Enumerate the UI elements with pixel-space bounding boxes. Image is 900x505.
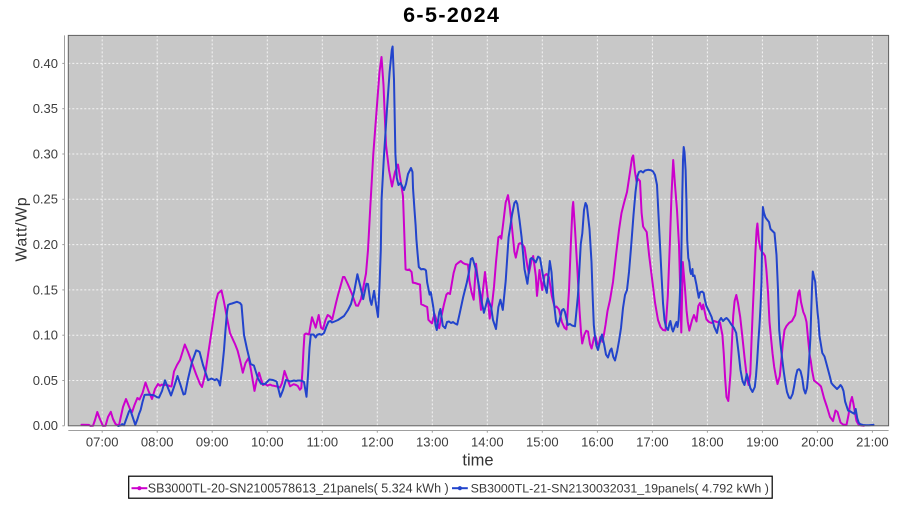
svg-text:18:00: 18:00 [691, 435, 724, 450]
svg-text:13:00: 13:00 [416, 435, 449, 450]
svg-text:0.05: 0.05 [33, 373, 58, 388]
svg-text:09:00: 09:00 [196, 435, 229, 450]
svg-text:20:00: 20:00 [801, 435, 834, 450]
svg-text:0.40: 0.40 [33, 56, 58, 71]
svg-text:11:00: 11:00 [307, 435, 339, 450]
svg-text:10:00: 10:00 [251, 435, 284, 450]
svg-text:14:00: 14:00 [471, 435, 504, 450]
svg-text:0.25: 0.25 [33, 192, 58, 207]
svg-text:0.15: 0.15 [33, 282, 58, 297]
svg-text:Watt/Wp: Watt/Wp [13, 197, 30, 262]
svg-text:0.10: 0.10 [33, 328, 58, 343]
svg-text:SB3000TL-20-SN2100578613_21pan: SB3000TL-20-SN2100578613_21panels( 5.324… [148, 482, 449, 496]
svg-text:SB3000TL-21-SN2130032031_19pan: SB3000TL-21-SN2130032031_19panels( 4.792… [471, 482, 769, 496]
svg-text:16:00: 16:00 [581, 435, 614, 450]
svg-text:19:00: 19:00 [746, 435, 779, 450]
svg-text:0.35: 0.35 [33, 101, 58, 116]
svg-text:6-5-2024: 6-5-2024 [403, 3, 500, 27]
svg-text:07:00: 07:00 [86, 435, 119, 450]
svg-text:08:00: 08:00 [141, 435, 174, 450]
svg-text:21:00: 21:00 [856, 435, 889, 450]
svg-text:12:00: 12:00 [361, 435, 394, 450]
svg-text:0.30: 0.30 [33, 146, 58, 161]
svg-text:0.00: 0.00 [33, 418, 58, 433]
svg-text:17:00: 17:00 [636, 435, 669, 450]
svg-text:0.20: 0.20 [33, 237, 58, 252]
svg-text:15:00: 15:00 [526, 435, 559, 450]
svg-text:time: time [462, 452, 493, 470]
